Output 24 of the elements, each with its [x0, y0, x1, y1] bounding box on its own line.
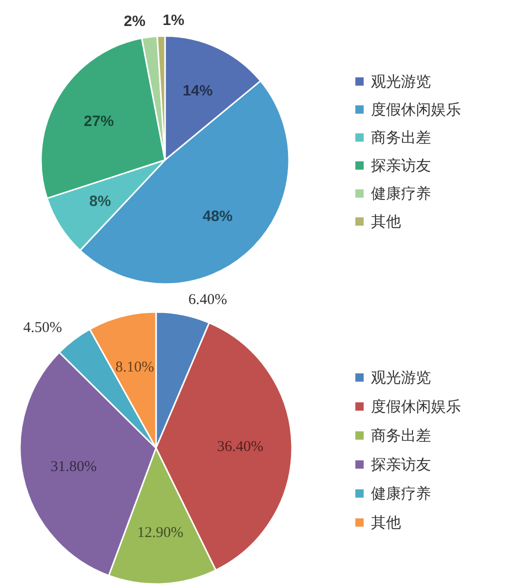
data-label: 36.40%	[217, 438, 264, 455]
data-label: 2%	[124, 13, 146, 30]
data-label: 48%	[202, 208, 233, 226]
legend-label: 商务出差	[371, 128, 431, 146]
data-label: 14%	[182, 82, 213, 100]
data-label: 8.10%	[115, 359, 154, 376]
data-label: 1%	[162, 12, 184, 30]
legend-label: 度假休闲娱乐	[371, 100, 461, 118]
legend-label: 其他	[371, 514, 401, 532]
legend-label: 健康疗养	[371, 484, 431, 502]
data-label: 8%	[89, 193, 111, 210]
legend-label: 观光游览	[371, 368, 431, 386]
legend-label: 其他	[371, 212, 401, 230]
legend-label: 健康疗养	[371, 184, 431, 202]
legend-label: 探亲访友	[371, 456, 431, 474]
data-label: 4.50%	[23, 320, 62, 336]
data-label: 27%	[84, 112, 114, 130]
legend-label: 探亲访友	[371, 156, 431, 174]
legend-label: 观光游览	[371, 72, 431, 90]
data-label: 31.80%	[50, 459, 97, 476]
legend-label: 商务出差	[371, 426, 431, 444]
data-label: 12.90%	[137, 525, 184, 542]
data-label: 6.40%	[188, 292, 228, 308]
legend-label: 度假休闲娱乐	[371, 398, 461, 416]
